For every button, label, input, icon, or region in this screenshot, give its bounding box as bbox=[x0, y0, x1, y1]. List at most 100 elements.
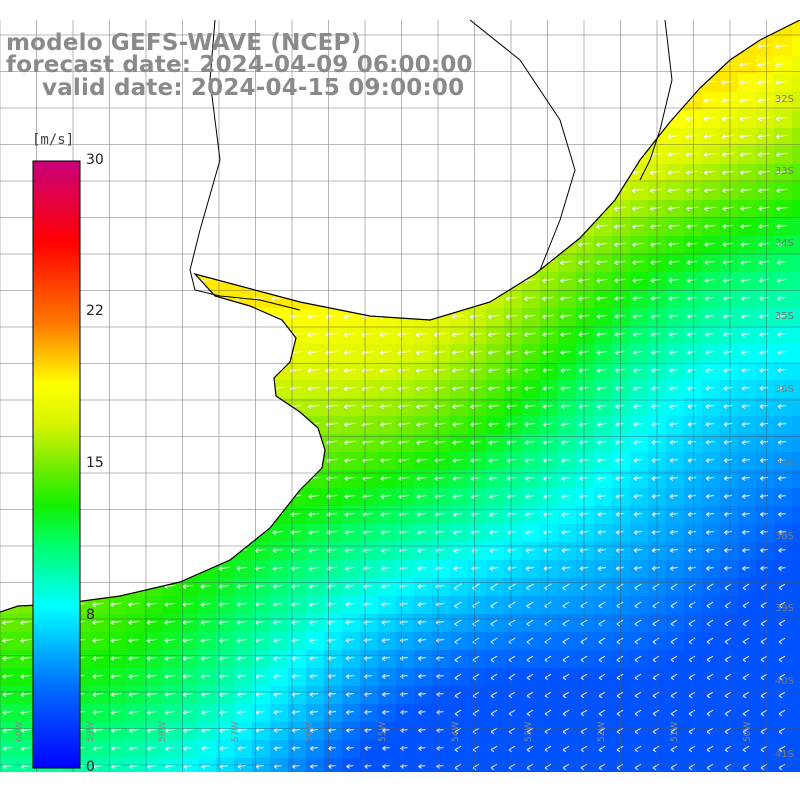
wind-arrow bbox=[470, 422, 482, 428]
wind-cell bbox=[90, 272, 109, 291]
wind-cell bbox=[396, 668, 415, 687]
wind-arrow bbox=[91, 170, 105, 176]
wind-arrow bbox=[2, 674, 14, 680]
wind-arrow bbox=[19, 224, 33, 230]
wind-cell bbox=[540, 326, 559, 345]
wind-arrow bbox=[634, 637, 642, 645]
wind-cell bbox=[414, 398, 433, 417]
wind-cell bbox=[666, 110, 685, 129]
wind-cell bbox=[630, 416, 649, 435]
wind-arrow bbox=[507, 494, 517, 500]
wind-arrow bbox=[379, 134, 393, 140]
wind-arrow bbox=[634, 673, 642, 681]
wind-arrow bbox=[128, 638, 140, 644]
wind-cell bbox=[414, 362, 433, 381]
wind-cell bbox=[594, 614, 613, 633]
wind-cell bbox=[0, 182, 19, 201]
wind-arrow bbox=[380, 422, 392, 428]
wind-arrow bbox=[253, 404, 266, 410]
wind-cell bbox=[486, 236, 505, 255]
wind-cell bbox=[540, 398, 559, 417]
wind-cell bbox=[756, 164, 775, 183]
wind-arrow bbox=[687, 386, 697, 391]
wind-arrow bbox=[92, 548, 104, 554]
lon-label: 51W bbox=[670, 721, 680, 742]
wind-cell bbox=[522, 110, 541, 129]
wind-cell bbox=[162, 308, 181, 327]
wind-arrow bbox=[451, 170, 465, 176]
wind-arrow bbox=[487, 242, 501, 248]
wind-arrow bbox=[345, 638, 355, 643]
wind-arrow bbox=[109, 404, 123, 410]
wind-cell bbox=[324, 542, 343, 561]
wind-cell bbox=[360, 596, 379, 615]
wind-cell bbox=[432, 344, 451, 363]
wind-arrow bbox=[271, 170, 285, 176]
wind-arrow bbox=[182, 620, 194, 626]
wind-cell bbox=[288, 164, 307, 183]
wind-cell bbox=[792, 452, 800, 471]
wind-cell bbox=[558, 38, 577, 57]
wind-arrow bbox=[1, 458, 15, 464]
wind-arrow bbox=[613, 26, 627, 32]
wind-cell bbox=[198, 146, 217, 165]
wind-cell bbox=[252, 200, 271, 219]
wind-arrow bbox=[344, 422, 356, 428]
wind-arrow bbox=[543, 566, 553, 571]
wind-cell bbox=[576, 614, 595, 633]
wind-arrow bbox=[272, 494, 284, 500]
wind-cell bbox=[468, 110, 487, 129]
wind-arrow bbox=[489, 530, 499, 535]
wind-arrow bbox=[433, 26, 447, 32]
wind-arrow bbox=[327, 602, 337, 607]
wind-arrow bbox=[379, 188, 393, 194]
lon-label: 56W bbox=[305, 721, 315, 742]
wind-cell bbox=[522, 560, 541, 579]
wind-cell bbox=[666, 20, 685, 39]
wind-arrow bbox=[506, 386, 518, 392]
wind-arrow bbox=[616, 673, 624, 681]
wind-arrow bbox=[508, 691, 516, 699]
wind-arrow bbox=[91, 440, 105, 446]
wind-cell bbox=[774, 56, 793, 75]
wind-cell bbox=[396, 362, 415, 381]
wind-arrow bbox=[741, 332, 751, 337]
wind-cell bbox=[702, 308, 721, 327]
wind-arrow bbox=[454, 619, 462, 627]
wind-arrow bbox=[505, 242, 519, 248]
wind-cell bbox=[756, 380, 775, 399]
wind-cell bbox=[378, 290, 397, 309]
wind-cell bbox=[720, 542, 739, 561]
wind-cell bbox=[198, 596, 217, 615]
wind-arrow bbox=[452, 386, 464, 392]
wind-cell bbox=[630, 128, 649, 147]
wind-arrow bbox=[309, 602, 319, 608]
wind-cell bbox=[432, 146, 451, 165]
wind-arrow bbox=[776, 206, 788, 212]
wind-cell bbox=[576, 110, 595, 129]
wind-arrow bbox=[614, 260, 626, 266]
wind-cell bbox=[198, 722, 217, 741]
wind-arrow bbox=[236, 494, 248, 500]
wind-arrow bbox=[217, 332, 231, 338]
wind-arrow bbox=[454, 691, 462, 699]
wind-cell bbox=[612, 74, 631, 93]
wind-cell bbox=[612, 470, 631, 489]
wind-arrow bbox=[181, 296, 195, 302]
wind-cell bbox=[792, 20, 800, 39]
wind-cell bbox=[666, 704, 685, 723]
wind-cell bbox=[558, 416, 577, 435]
wind-cell bbox=[270, 740, 289, 759]
wind-cell bbox=[612, 38, 631, 57]
wind-arrow bbox=[777, 476, 786, 481]
wind-cell bbox=[342, 344, 361, 363]
wind-arrow bbox=[670, 673, 678, 681]
wind-cell bbox=[198, 182, 217, 201]
wind-cell bbox=[396, 632, 415, 651]
wind-cell bbox=[288, 650, 307, 669]
wind-arrow bbox=[705, 368, 715, 373]
wind-arrow bbox=[19, 386, 33, 392]
wind-cell bbox=[792, 740, 800, 759]
wind-cell bbox=[774, 650, 793, 669]
wind-cell bbox=[144, 704, 163, 723]
